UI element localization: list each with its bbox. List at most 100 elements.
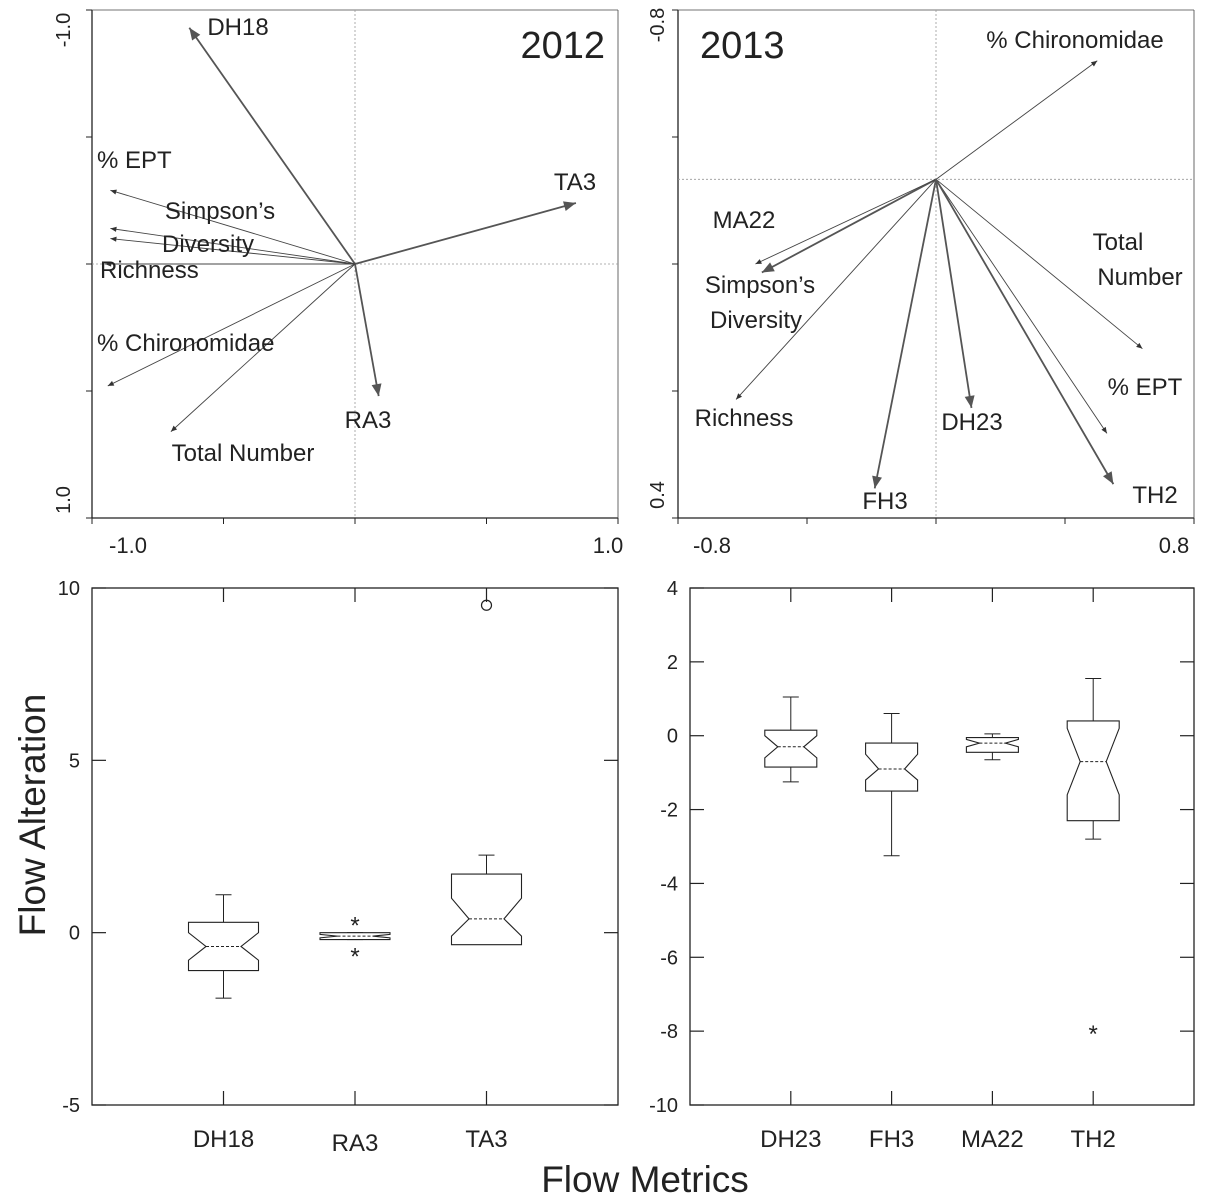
- vector-total-number-arrowhead: [1136, 342, 1143, 349]
- category-label-th2: TH2: [1071, 1126, 1116, 1153]
- box-dh23: [764, 696, 818, 783]
- vector-richness-line: [110, 238, 356, 265]
- vector-label-ept: % EPT: [97, 147, 172, 174]
- vector-ta3: [354, 201, 577, 265]
- vector-dh18: [188, 27, 356, 265]
- x-tick-label: 0.8: [1159, 533, 1190, 558]
- vector-simpson-s-diversity-arrowhead: [110, 226, 117, 232]
- vector-th2: [935, 178, 1115, 485]
- y-tick-label: -5: [62, 1095, 80, 1117]
- vector-chironomidae: [105, 261, 355, 267]
- vector-ma22-arrowhead: [761, 262, 775, 273]
- vector-dh18-line: [188, 27, 356, 265]
- panel-title: 2013: [700, 25, 785, 67]
- vector-th2-line: [935, 178, 1115, 485]
- vector-ma22-line: [761, 178, 937, 274]
- vector-label-chironomidae: % Chironomidae: [986, 27, 1163, 54]
- vector-total-number: [935, 178, 1143, 350]
- vector-total-number-arrowhead: [170, 425, 178, 432]
- vector-ma22: [761, 178, 937, 274]
- vector-chironomidae: [935, 60, 1098, 180]
- vector-label-dh23: DH23: [941, 409, 1002, 436]
- box-ra3: **: [319, 912, 391, 970]
- y-tick-label: -2: [660, 800, 678, 822]
- box-th2-outlier: *: [1089, 1021, 1098, 1048]
- vector-total-number-line: [170, 263, 356, 432]
- vector-label-total-number: Number: [1097, 264, 1182, 291]
- y-tick-label: 2: [667, 652, 678, 674]
- y-tick-label: 0.4: [647, 481, 669, 509]
- box-dh18: [187, 894, 260, 999]
- vector-richness: [110, 236, 356, 265]
- box-th2: *: [1066, 677, 1120, 1048]
- vector-label-simpson-s-diversity: Simpson’s: [165, 198, 275, 225]
- vector-ra3: [354, 263, 382, 397]
- y-tick-label: -4: [660, 873, 678, 895]
- vector-richness: [735, 179, 937, 400]
- panel-title: 2012: [520, 25, 605, 67]
- box-fh3-body: [865, 742, 919, 792]
- y-tick-label: -8: [660, 1021, 678, 1043]
- vector-ra3-line: [354, 263, 380, 397]
- boxplot-2013-panel: -10 -8 -6 -4 -2 0 2 4 DH23 FH3 MA22 * TH2: [649, 578, 1195, 1153]
- vector-fh3-line: [873, 179, 937, 489]
- box-ra3-outlier: *: [350, 943, 359, 970]
- y-tick-label: 0: [667, 726, 678, 748]
- vector-label-total-number: Total Number: [172, 440, 315, 467]
- vector-unlabeled: [107, 263, 356, 387]
- vector-richness-line: [735, 179, 937, 400]
- vector-label-richness: Richness: [100, 257, 199, 284]
- vector-ept-line: [935, 179, 1108, 434]
- vector-label-ma22: MA22: [713, 207, 776, 234]
- y-tick-label: 10: [58, 578, 80, 600]
- vector-label-simpson-s-diversity: Simpson’s: [705, 272, 815, 299]
- vector-chironomidae-arrowhead: [1090, 60, 1098, 67]
- vector-dh23: [935, 179, 975, 409]
- vector-chironomidae-line: [935, 60, 1098, 180]
- vector-dh23-arrowhead: [964, 395, 975, 408]
- vector-ra3-arrowhead: [371, 383, 382, 397]
- box-fh3: [865, 713, 919, 857]
- box-dh23-body: [764, 729, 818, 768]
- category-label-fh3: FH3: [869, 1126, 914, 1153]
- category-label-ta3: TA3: [465, 1126, 507, 1153]
- vector-simpson-s-diversity-arrowhead: [755, 259, 762, 264]
- vector-label-dh18: DH18: [207, 14, 268, 41]
- y-tick-label: 0: [69, 923, 80, 945]
- vector-dh18-arrowhead: [189, 27, 201, 41]
- plot-frame: [91, 587, 619, 1106]
- shared-y-axis-label: Flow Alteration: [12, 694, 53, 937]
- vector-label-ra3: RA3: [345, 407, 392, 434]
- vector-richness-arrowhead: [736, 393, 743, 400]
- y-tick-label: 5: [69, 750, 80, 772]
- vector-ept-line: [110, 189, 356, 265]
- vector-ept-arrowhead: [110, 189, 117, 195]
- y-tick-label: -1.0: [53, 13, 75, 47]
- vector-ept: [935, 179, 1108, 434]
- vector-label-ept: % EPT: [1108, 374, 1183, 401]
- shared-x-axis-label: Flow Metrics: [541, 1159, 749, 1200]
- box-ta3: [450, 599, 523, 946]
- y-tick-label: 1.0: [53, 486, 75, 514]
- vector-ept-arrowhead: [1101, 426, 1107, 434]
- vector-label-fh3: FH3: [862, 488, 907, 515]
- category-label-ma22: MA22: [961, 1126, 1024, 1153]
- vector-ept: [110, 189, 356, 265]
- biplot-2012-panel: -1.0 1.0 -1.0 1.0 2012 DH18 TA3 RA3 % EPT Simpson…: [53, 9, 623, 558]
- biplot-2013-panel: -0.8 0.8 -0.8 0.4 2013 % Chironomidae MA22 Tota…: [647, 8, 1195, 558]
- vector-simpson-s-diversity-line: [755, 178, 937, 265]
- vector-label-th2: TH2: [1132, 482, 1177, 509]
- y-tick-label: -6: [660, 947, 678, 969]
- x-tick-label: -0.8: [693, 533, 731, 558]
- vector-fh3-arrowhead: [872, 475, 882, 489]
- box-ma22: [965, 733, 1019, 761]
- vector-richness-arrowhead: [110, 236, 117, 242]
- category-label-ra3: RA3: [332, 1130, 379, 1157]
- vector-simpson-s-diversity-line: [110, 227, 356, 265]
- vector-label-chironomidae: % Chironomidae: [97, 330, 274, 357]
- vector-label-richness: Richness: [695, 405, 794, 432]
- vector-ta3-arrowhead: [563, 201, 576, 212]
- vector-total-number: [170, 263, 356, 432]
